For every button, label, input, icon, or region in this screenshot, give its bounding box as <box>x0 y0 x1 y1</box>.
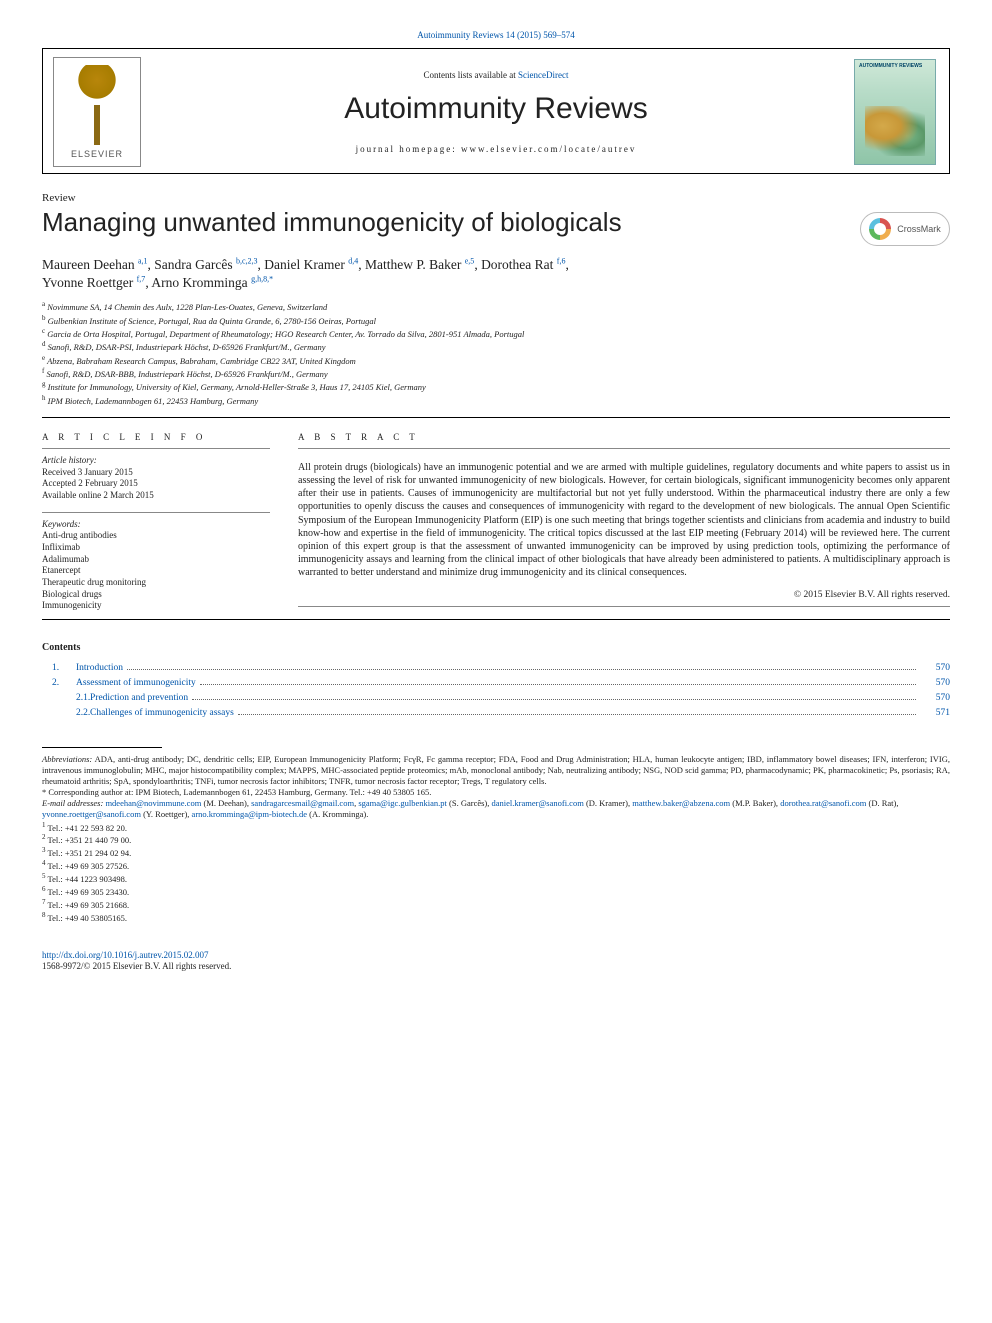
email-link[interactable]: mdeehan@novimmune.com <box>105 798 201 808</box>
toc-number: 1. <box>42 661 76 676</box>
footnotes: Abbreviations: ADA, anti-drug antibody; … <box>42 754 950 923</box>
affiliation: b Gulbenkian Institute of Science, Portu… <box>42 314 950 327</box>
affiliations: a Novimmune SA, 14 Chemin des Aulx, 1228… <box>42 300 950 406</box>
tel-footnote: 3 Tel.: +351 21 294 02 94. <box>42 846 950 859</box>
journal-homepage-url[interactable]: www.elsevier.com/locate/autrev <box>461 144 636 154</box>
affiliation: c Garcia de Orta Hospital, Portugal, Dep… <box>42 327 950 340</box>
contents-available-line: Contents lists available at ScienceDirec… <box>153 70 839 80</box>
tel-footnote: 2 Tel.: +351 21 440 79 00. <box>42 833 950 846</box>
email-label: E-mail addresses: <box>42 798 103 808</box>
authors-line: Maureen Deehan a,1, Sandra Garcês b,c,2,… <box>42 256 950 274</box>
keyword: Infliximab <box>42 542 270 554</box>
history-line: Received 3 January 2015 <box>42 467 270 479</box>
authors: Maureen Deehan a,1, Sandra Garcês b,c,2,… <box>42 256 950 292</box>
crossmark-icon <box>869 218 891 240</box>
toc-leader <box>192 699 916 700</box>
tel-footnote: 4 Tel.: +49 69 305 27526. <box>42 859 950 872</box>
history-line: Available online 2 March 2015 <box>42 490 270 502</box>
keyword: Anti-drug antibodies <box>42 530 270 542</box>
toc-title: Introduction <box>76 661 123 676</box>
corresponding-author: * Corresponding author at: IPM Biotech, … <box>42 787 950 798</box>
tel-footnote: 7 Tel.: +49 69 305 21668. <box>42 898 950 911</box>
toc-row[interactable]: 1.Introduction 570 <box>42 661 950 676</box>
affiliation: e Abzena, Babraham Research Campus, Babr… <box>42 354 950 367</box>
masthead: ELSEVIER Contents lists available at Sci… <box>42 48 950 174</box>
toc-number: 2. <box>42 676 76 691</box>
toc-row[interactable]: 2.1.Prediction and prevention 570 <box>42 691 950 706</box>
toc-page: 570 <box>920 691 950 706</box>
toc-row[interactable]: 2.Assessment of immunogenicity 570 <box>42 676 950 691</box>
email-link[interactable]: arno.kromminga@ipm-biotech.de <box>192 809 307 819</box>
doi-link[interactable]: http://dx.doi.org/10.1016/j.autrev.2015.… <box>42 950 209 960</box>
contents-heading: Contents <box>42 642 950 653</box>
publisher-name: ELSEVIER <box>67 149 127 159</box>
affiliation: d Sanofi, R&D, DSAR-PSI, Industriepark H… <box>42 340 950 353</box>
toc-row[interactable]: 2.2.Challenges of immunogenicity assays 5… <box>42 706 950 721</box>
abstract-copyright: © 2015 Elsevier B.V. All rights reserved… <box>298 590 950 600</box>
toc-page: 570 <box>920 661 950 676</box>
email-link[interactable]: matthew.baker@abzena.com <box>632 798 730 808</box>
keyword: Therapeutic drug monitoring <box>42 577 270 589</box>
email-link[interactable]: daniel.kramer@sanofi.com <box>492 798 584 808</box>
email-addresses: mdeehan@novimmune.com (M. Deehan), sandr… <box>42 798 898 819</box>
tel-footnote: 1 Tel.: +41 22 593 82 20. <box>42 821 950 834</box>
journal-homepage-line: journal homepage: www.elsevier.com/locat… <box>153 144 839 154</box>
affiliation: a Novimmune SA, 14 Chemin des Aulx, 1228… <box>42 300 950 313</box>
keyword: Biological drugs <box>42 589 270 601</box>
toc-number: 2.1. <box>42 691 90 706</box>
abstract-heading: A B S T R A C T <box>298 432 950 442</box>
publisher-logo[interactable]: ELSEVIER <box>53 57 141 167</box>
journal-reference[interactable]: Autoimmunity Reviews 14 (2015) 569–574 <box>42 30 950 40</box>
email-link[interactable]: dorothea.rat@sanofi.com <box>780 798 866 808</box>
email-link[interactable]: yvonne.roettger@sanofi.com <box>42 809 141 819</box>
article-info-heading: A R T I C L E I N F O <box>42 432 270 442</box>
tel-footnote: 6 Tel.: +49 69 305 23430. <box>42 885 950 898</box>
toc-leader <box>238 714 916 715</box>
toc-leader <box>127 669 916 670</box>
journal-cover-thumb[interactable] <box>851 57 939 167</box>
keyword: Etanercept <box>42 565 270 577</box>
abstract-text: All protein drugs (biologicals) have an … <box>298 461 950 580</box>
keyword: Immunogenicity <box>42 600 270 612</box>
toc-page: 571 <box>920 706 950 721</box>
article-type: Review <box>42 192 950 204</box>
toc-leader <box>200 684 916 685</box>
toc-title: Prediction and prevention <box>90 691 188 706</box>
abbreviations-text: ADA, anti-drug antibody; DC, dendritic c… <box>42 754 950 786</box>
tel-footnote: 8 Tel.: +49 40 53805165. <box>42 911 950 924</box>
affiliation: h IPM Biotech, Lademannbogen 61, 22453 H… <box>42 394 950 407</box>
footer-block: http://dx.doi.org/10.1016/j.autrev.2015.… <box>42 950 950 973</box>
email-link[interactable]: sandragarcesmail@gmail.com <box>251 798 354 808</box>
article-title: Managing unwanted immunogenicity of biol… <box>42 208 840 237</box>
affiliation: g Institute for Immunology, University o… <box>42 380 950 393</box>
table-of-contents: 1.Introduction5702.Assessment of immunog… <box>42 661 950 722</box>
elsevier-tree-icon <box>67 65 127 145</box>
toc-title: Challenges of immunogenicity assays <box>90 706 234 721</box>
issn-copyright: 1568-9972/© 2015 Elsevier B.V. All right… <box>42 961 950 973</box>
history-line: Accepted 2 February 2015 <box>42 478 270 490</box>
tel-footnote: 5 Tel.: +44 1223 903498. <box>42 872 950 885</box>
crossmark-badge[interactable]: CrossMark <box>860 212 950 246</box>
abbreviations-label: Abbreviations: <box>42 754 92 764</box>
sciencedirect-link[interactable]: ScienceDirect <box>518 70 568 80</box>
crossmark-label: CrossMark <box>897 224 941 234</box>
journal-title: Autoimmunity Reviews <box>153 92 839 126</box>
article-history-label: Article history: <box>42 455 270 467</box>
keyword: Adalimumab <box>42 554 270 566</box>
affiliation: f Sanofi, R&D, DSAR-BBB, Industriepark H… <box>42 367 950 380</box>
toc-number: 2.2. <box>42 706 90 721</box>
email-link[interactable]: sgama@igc.gulbenkian.pt <box>358 798 447 808</box>
toc-page: 570 <box>920 676 950 691</box>
authors-line: Yvonne Roettger f,7, Arno Kromminga g,h,… <box>42 274 950 292</box>
toc-title: Assessment of immunogenicity <box>76 676 196 691</box>
keywords-label: Keywords: <box>42 519 270 531</box>
